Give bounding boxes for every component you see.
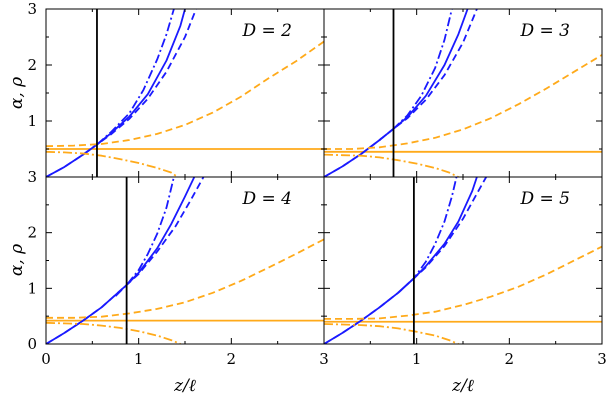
labels-layer: α, ρ α, ρ z/ℓ z/ℓ <box>7 77 474 396</box>
y-tick-label: 3 <box>27 0 37 18</box>
y-tick-label: 2 <box>27 56 37 74</box>
panel-1: D = 2 1 2 3 <box>27 0 325 178</box>
panel-1-plot-area <box>46 9 324 177</box>
panels-layer: D = 2 1 2 3 D = 3 D = 4 0 1 2 3 0 1 2 3 D = 5 1 2 3 <box>27 0 606 368</box>
rho-dashdot-line <box>46 150 179 177</box>
panel-4: D = 5 1 2 3 <box>323 176 607 368</box>
x-tick-label: 2 <box>505 350 515 368</box>
rho-dashdot-line <box>324 323 459 344</box>
alpha-dashed-line <box>46 177 205 344</box>
y-tick-label: 1 <box>27 279 37 297</box>
y-axis-label-top: α, ρ <box>7 77 27 109</box>
x-tick-label: 1 <box>134 350 144 368</box>
panel-3: D = 4 0 1 2 3 0 1 2 3 <box>27 168 328 368</box>
y-tick-label: 2 <box>27 224 37 242</box>
alpha-dashdot-line <box>397 177 458 294</box>
x-tick-label: 2 <box>227 350 237 368</box>
panel-4-plot-area <box>324 177 602 344</box>
rho-dashdot-line <box>46 321 181 344</box>
panel-3-plot-area <box>46 177 324 344</box>
rho-dashed-line <box>324 245 602 320</box>
alpha-dashdot-line <box>82 9 175 156</box>
y-tick-label: 1 <box>27 112 37 130</box>
x-axis-label-left: z/ℓ <box>173 376 196 396</box>
x-tick-label: 1 <box>412 350 422 368</box>
panel-2: D = 3 <box>323 8 603 178</box>
rho-dashdot-line <box>324 153 459 177</box>
x-axis-label-right: z/ℓ <box>451 376 474 396</box>
alpha-dashed-line <box>324 9 478 177</box>
alpha-solid-line <box>46 177 196 344</box>
y-tick-label: 0 <box>27 335 37 353</box>
x-tick-label: 0 <box>41 350 51 368</box>
y-tick-label: 3 <box>27 168 37 186</box>
panel-label: D = 4 <box>242 189 293 209</box>
rho-dashed-line <box>324 54 602 150</box>
panel-2-plot-area <box>324 9 602 177</box>
alpha-dashdot-line <box>114 177 175 297</box>
alpha-dashed-line <box>46 9 197 177</box>
rho-dashed-line <box>46 40 324 148</box>
panel-label: D = 5 <box>520 189 571 209</box>
panel-label: D = 2 <box>242 21 293 41</box>
x-tick-label: 3 <box>597 350 607 368</box>
alpha-solid-line <box>46 9 186 177</box>
x-tick-label: 3 <box>319 350 329 368</box>
panel-label: D = 3 <box>520 21 571 41</box>
rho-dashed-line <box>46 238 324 319</box>
alpha-dashdot-line <box>379 9 453 141</box>
y-axis-label-bottom: α, ρ <box>7 244 27 276</box>
